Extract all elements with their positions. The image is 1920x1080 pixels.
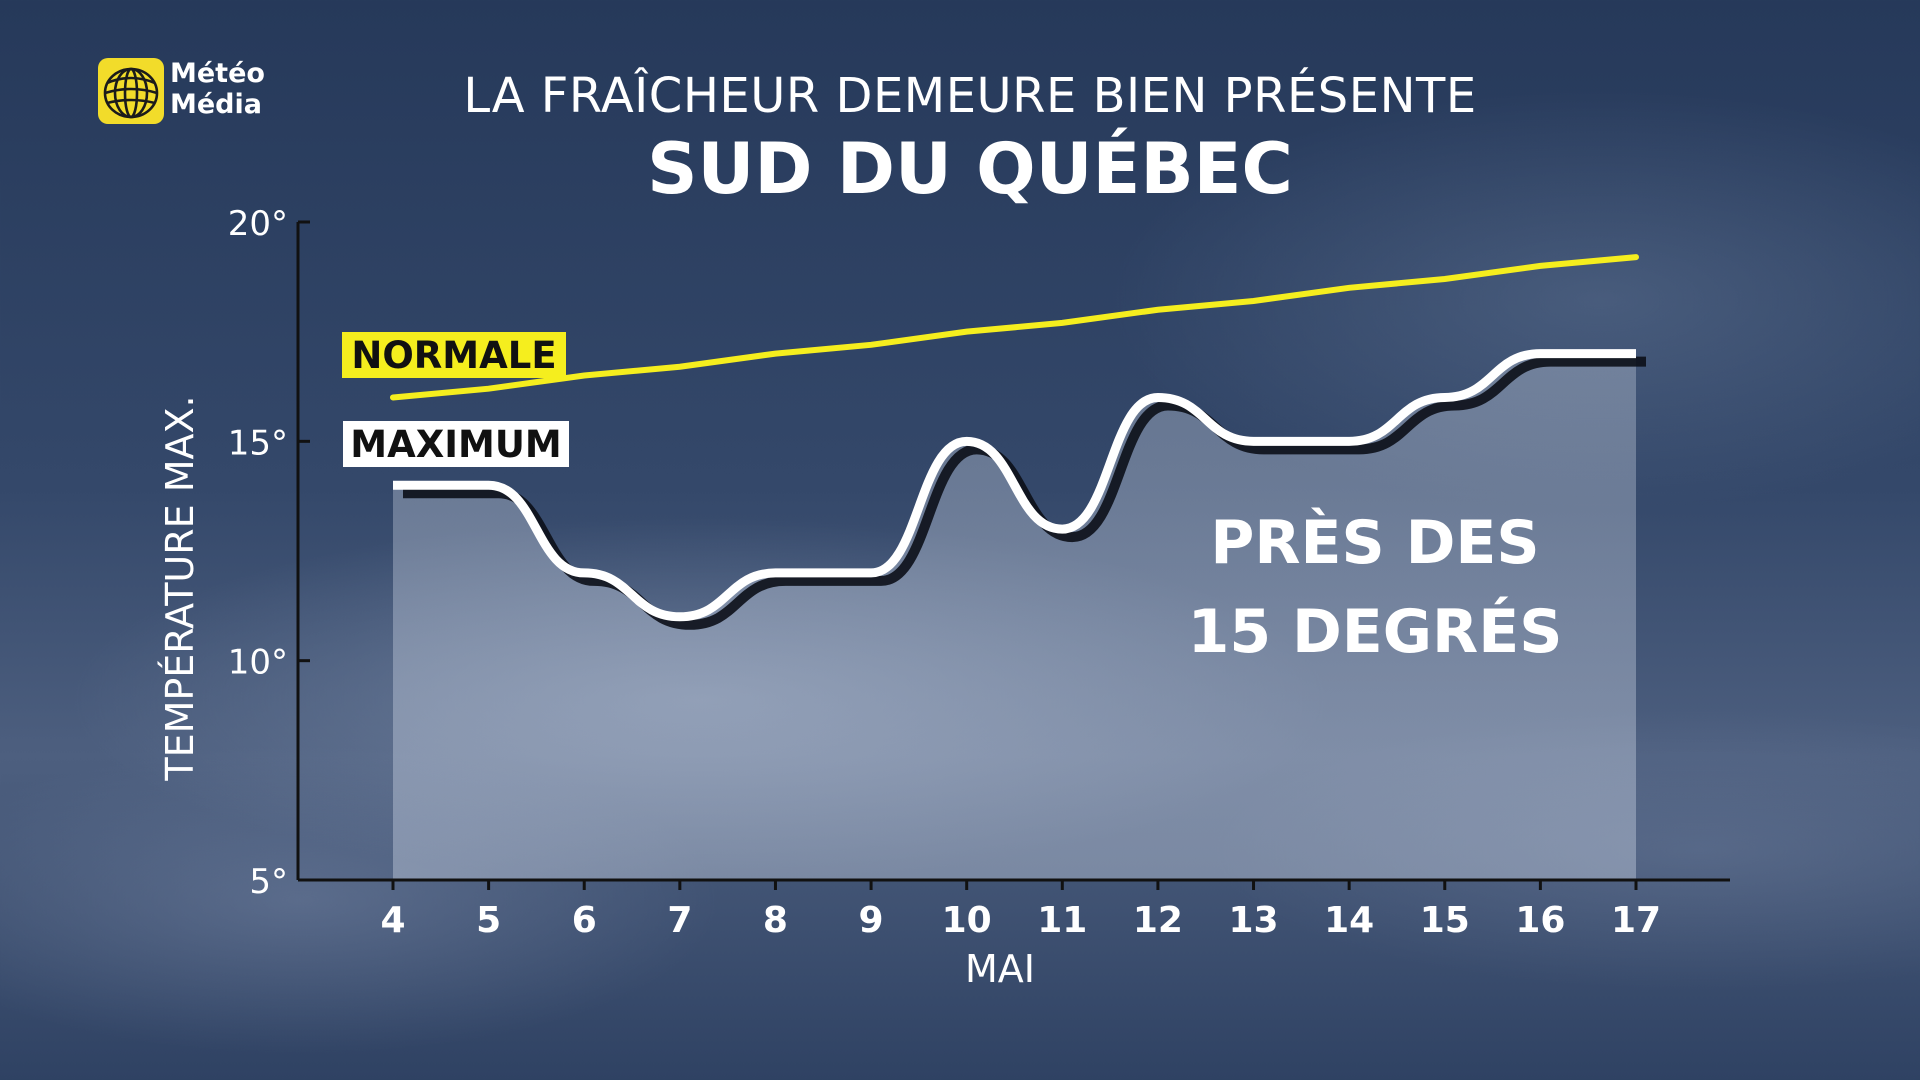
legend-maximum-box — [343, 421, 569, 467]
legend-normale: NORMALE — [342, 332, 566, 378]
legend-normale-label: NORMALE — [351, 334, 556, 377]
legend-maximum: MAXIMUM — [343, 421, 569, 467]
x-tick-label: 12 — [1133, 900, 1183, 941]
chart-axes — [296, 222, 1730, 882]
maximum-data-point — [485, 481, 493, 489]
x-tick-label: 16 — [1515, 900, 1565, 941]
maximum-data-point — [867, 569, 875, 577]
legend-normale-box — [342, 332, 566, 378]
logo-wordmark: Météo Média — [170, 58, 265, 120]
maximum-data-point — [676, 613, 684, 621]
maximum-data-point — [1536, 350, 1544, 358]
maximum-data-point — [1441, 393, 1449, 401]
x-tick-label: 17 — [1611, 900, 1661, 941]
maximum-data-point — [1632, 350, 1640, 358]
x-tick-label: 10 — [942, 900, 992, 941]
annotation-line-1: PRÈS DES — [1210, 506, 1539, 578]
annotation-line-2: 15 DEGRÉS — [1188, 595, 1563, 667]
x-tick-label: 14 — [1324, 900, 1374, 941]
x-tick-label: 5 — [476, 900, 501, 941]
annotation: PRÈS DES 15 DEGRÉS — [1188, 506, 1563, 667]
maximum-data-point — [1154, 393, 1162, 401]
meteo-media-logo: Météo Média — [98, 56, 288, 126]
y-tick-label: 20° — [228, 204, 288, 244]
legend-maximum-label: MAXIMUM — [350, 423, 561, 466]
x-tick-label: 9 — [859, 900, 884, 941]
maximum-data-point — [1250, 437, 1258, 445]
normale-series-line — [390, 254, 1639, 401]
y-axis-label: TEMPÉRATURE MAX. — [158, 395, 202, 781]
x-tick-label: 15 — [1420, 900, 1470, 941]
y-tick-label: 15° — [228, 423, 288, 463]
logo-line-1: Météo — [170, 58, 265, 89]
x-tick-label: 11 — [1037, 900, 1087, 941]
x-axis-label: MAI — [965, 947, 1035, 991]
maximum-data-point — [1345, 437, 1353, 445]
maximum-series-line — [393, 349, 1636, 622]
x-tick-label: 4 — [380, 900, 405, 941]
chart-title: SUD DU QUÉBEC — [647, 128, 1293, 210]
x-tick-label: 6 — [572, 900, 597, 941]
maximum-data-point — [389, 481, 397, 489]
x-tick-label: 8 — [763, 900, 788, 941]
maximum-data-point — [963, 437, 971, 445]
maximum-data-point — [580, 569, 588, 577]
y-tick-label: 5° — [249, 862, 288, 902]
logo-line-2: Média — [170, 89, 262, 120]
maximum-data-point — [771, 569, 779, 577]
maximum-area-fill — [393, 353, 1636, 881]
y-tick-label: 10° — [228, 643, 288, 683]
maximum-data-point — [1058, 525, 1066, 533]
x-tick-label: 13 — [1228, 900, 1278, 941]
chart-subtitle: LA FRAÎCHEUR DEMEURE BIEN PRÉSENTE — [463, 68, 1477, 124]
globe-icon — [98, 58, 164, 124]
x-tick-label: 7 — [667, 900, 692, 941]
